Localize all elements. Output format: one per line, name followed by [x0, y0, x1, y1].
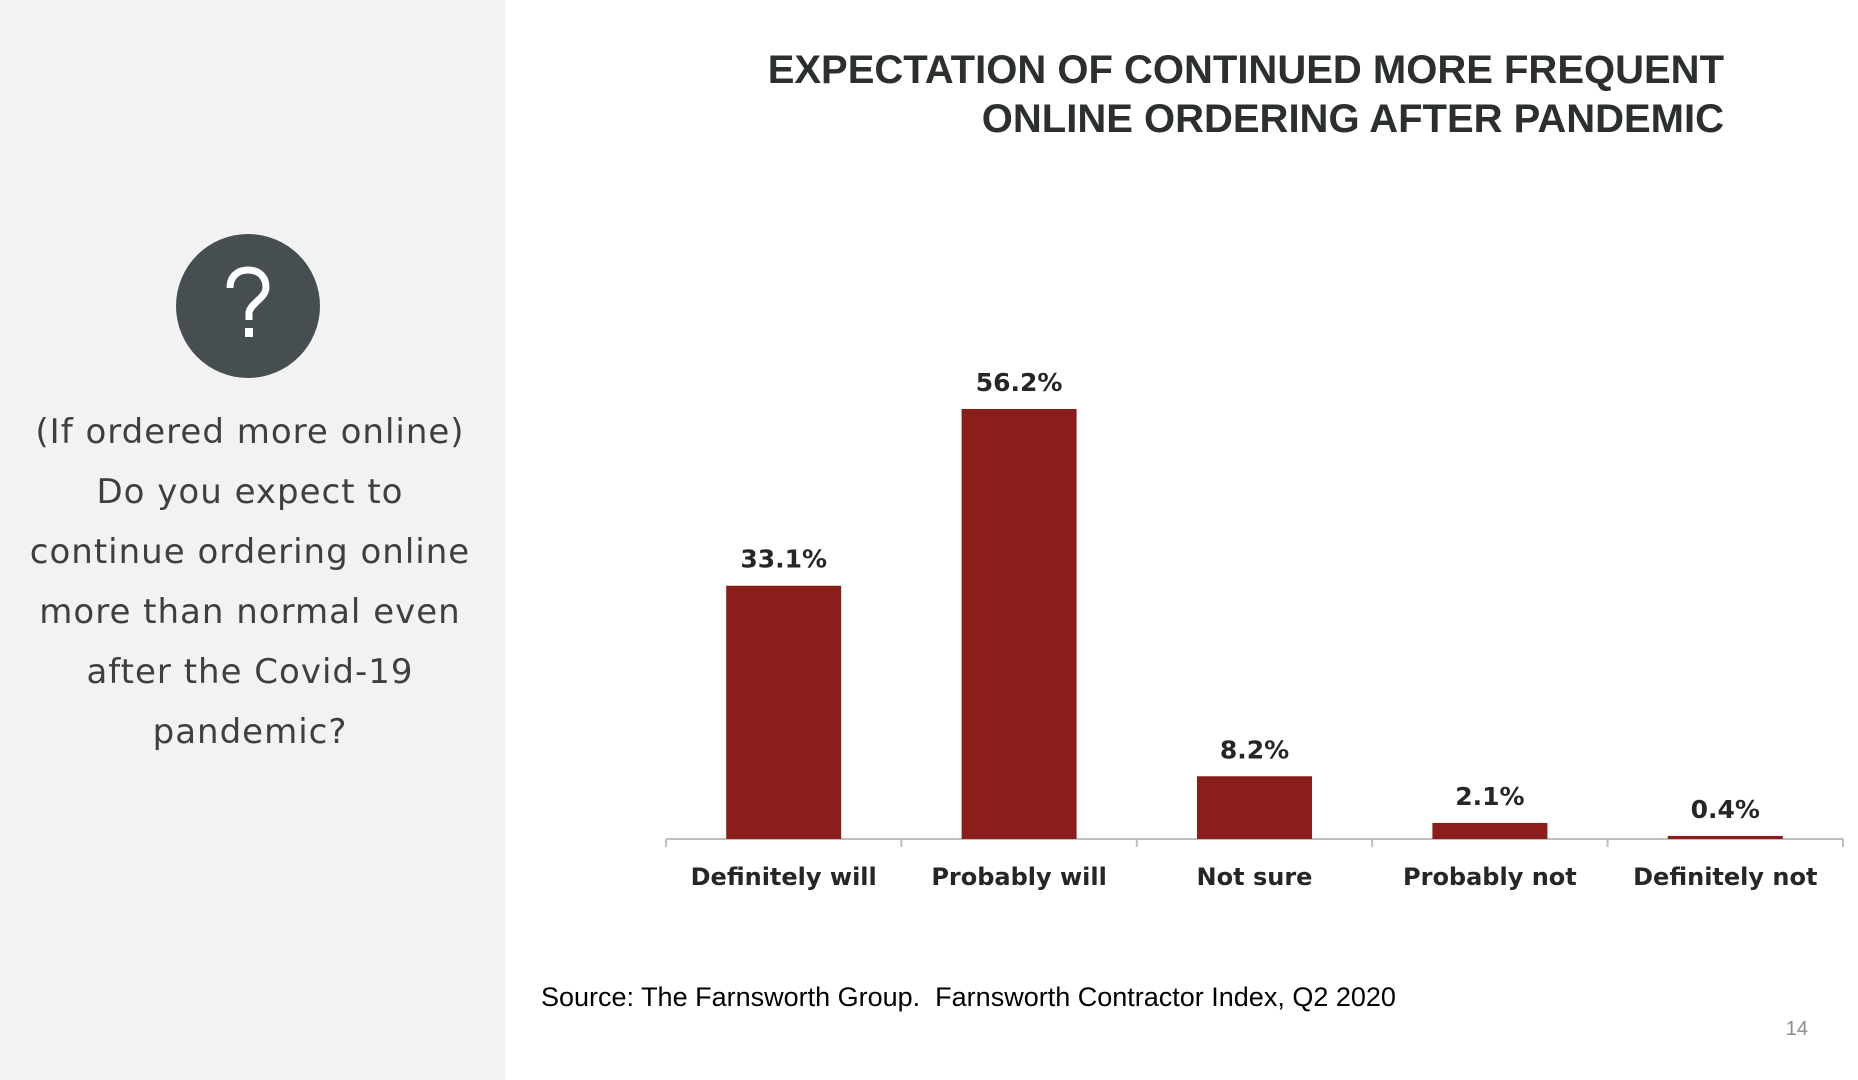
chart-title-line: EXPECTATION OF CONTINUED MORE FREQUENT: [767, 48, 1724, 92]
source-note: Source: The Farnsworth Group. Farnsworth…: [541, 982, 1396, 1012]
x-tick-label: Probably not: [1403, 863, 1577, 891]
page-number: 14: [1785, 1018, 1808, 1040]
data-label: 33.1%: [740, 545, 827, 574]
question-line: more than normal even: [39, 592, 461, 632]
question-line: pandemic?: [152, 712, 348, 752]
question-line: Do you expect to: [96, 472, 404, 512]
question-mark-glyph: [226, 266, 270, 337]
question-line: after the Covid-19: [86, 652, 414, 692]
data-label: 0.4%: [1691, 795, 1760, 824]
chart-title: EXPECTATION OF CONTINUED MORE FREQUENT O…: [624, 46, 1724, 144]
question-text: (If ordered more online) Do you expect t…: [20, 402, 480, 762]
question-line: continue ordering online: [29, 532, 471, 572]
question-line: (If ordered more online): [35, 412, 465, 452]
bar: [726, 585, 842, 839]
data-label: 8.2%: [1220, 735, 1289, 764]
data-label: 2.1%: [1455, 782, 1524, 811]
bar: [1197, 776, 1312, 839]
bar: [1432, 822, 1548, 839]
bar: [961, 409, 1077, 839]
x-tick-label: Definitely will: [691, 863, 877, 891]
bar: [1667, 835, 1783, 839]
data-label: 56.2%: [976, 368, 1063, 397]
chart-title-line: ONLINE ORDERING AFTER PANDEMIC: [981, 97, 1724, 141]
question-mark-icon: [176, 234, 320, 378]
x-tick-label: Probably will: [931, 863, 1107, 891]
sidebar-panel: (If ordered more online) Do you expect t…: [0, 0, 505, 1080]
x-tick-label: Definitely not: [1633, 863, 1817, 891]
x-tick-label: Not sure: [1197, 863, 1313, 891]
